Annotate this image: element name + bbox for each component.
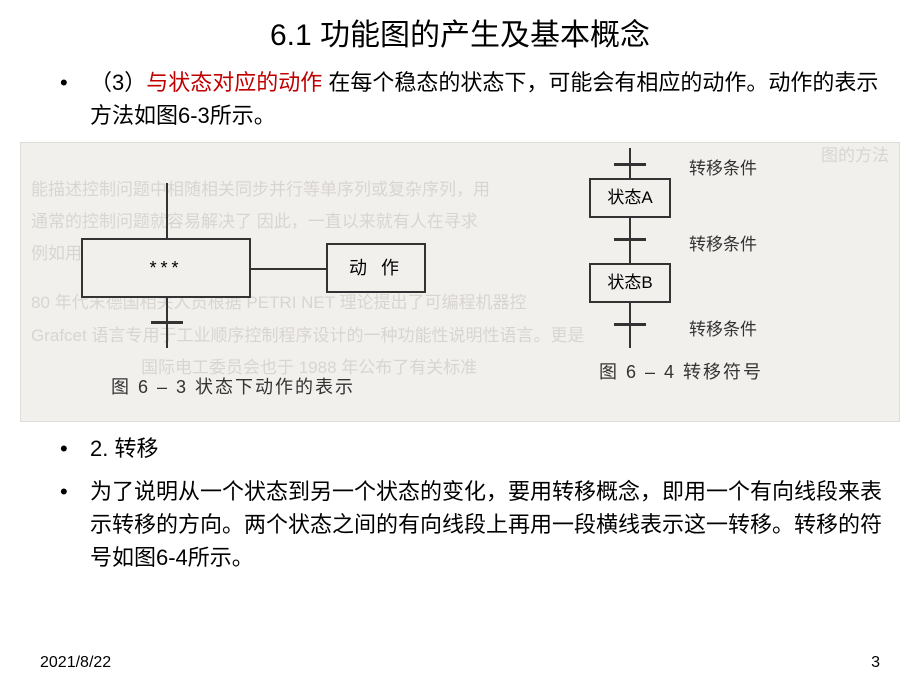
fig4-caption: 图 6 – 4 转移符号 bbox=[599, 358, 763, 384]
fig3-transition-bar bbox=[151, 321, 183, 324]
bullet-2-block: 2. 转移 bbox=[20, 432, 900, 465]
footer-date: 2021/8/22 bbox=[40, 654, 111, 672]
fig3-action-box: 动作 bbox=[326, 243, 426, 293]
fig4-cond-label-2: 转移条件 bbox=[689, 230, 757, 255]
fig3-caption: 图 6 – 3 状态下动作的表示 bbox=[111, 373, 355, 399]
fig4-cond-label-3: 转移条件 bbox=[689, 315, 757, 340]
bullet-para-1: （3）与状态对应的动作 在每个稳态的状态下，可能会有相应的动作。动作的表示方法如… bbox=[60, 66, 900, 132]
fig4-state-a-box: 状态A bbox=[589, 178, 671, 218]
bullet-2: 2. 转移 bbox=[60, 432, 900, 465]
fig4-state-b-box: 状态B bbox=[589, 263, 671, 303]
slide-title: 6.1 功能图的产生及基本概念 bbox=[20, 10, 900, 54]
fig4-transition-bar-1 bbox=[614, 163, 646, 166]
bullet-para-1-block: （3）与状态对应的动作 在每个稳态的状态下，可能会有相应的动作。动作的表示方法如… bbox=[20, 66, 900, 132]
figure-6-3: *** 动作 图 6 – 3 状态下动作的表示 bbox=[61, 163, 461, 403]
figure-6-4: 转移条件 状态A 转移条件 状态B 转移条件 图 6 – 4 转移符号 bbox=[549, 148, 879, 408]
bullet-para-2: 为了说明从一个状态到另一个状态的变化，要用转移概念，即用一个有向线段来表示转移的… bbox=[60, 475, 900, 574]
fig4-transition-bar-3 bbox=[614, 323, 646, 326]
footer-page-number: 3 bbox=[871, 654, 880, 672]
para1-prefix: （3） bbox=[90, 70, 146, 95]
fig3-state-box: *** bbox=[81, 238, 251, 298]
fig4-cond-label-1: 转移条件 bbox=[689, 154, 757, 179]
fig4-transition-bar-2 bbox=[614, 238, 646, 241]
slide: 6.1 功能图的产生及基本概念 （3）与状态对应的动作 在每个稳态的状态下，可能… bbox=[0, 0, 920, 690]
para1-red-text: 与状态对应的动作 bbox=[146, 70, 322, 95]
fig3-hline bbox=[251, 268, 326, 270]
figure-area: 图的方法 能描述控制问题中相随相关同步并行等单序列或复杂序列，用 通常的控制问题… bbox=[20, 142, 900, 422]
bullet-para-2-block: 为了说明从一个状态到另一个状态的变化，要用转移概念，即用一个有向线段来表示转移的… bbox=[20, 475, 900, 574]
fig3-vline-top bbox=[166, 183, 168, 238]
